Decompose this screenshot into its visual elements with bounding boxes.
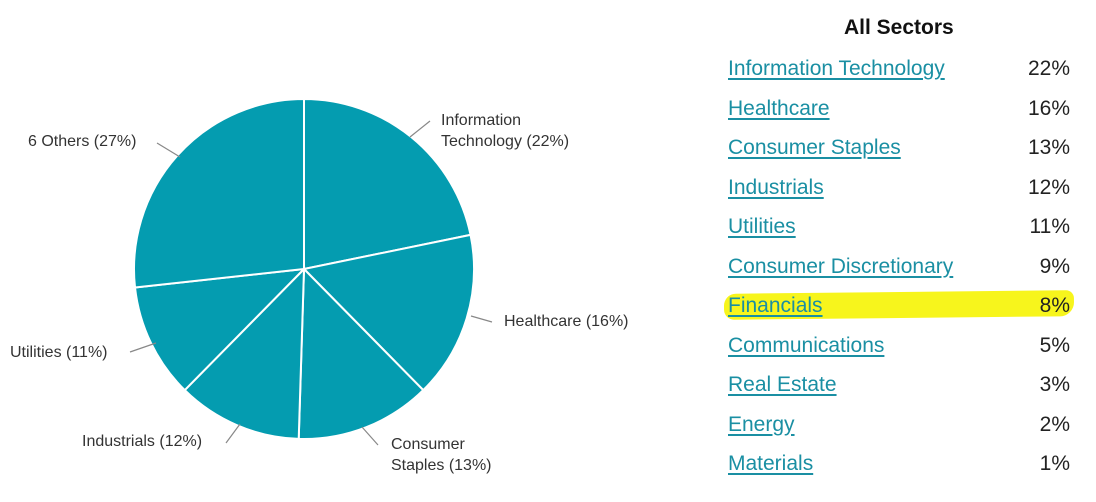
pie-leader-line-4 [129,342,157,353]
sector-row: Information Technology 22% [728,57,1070,87]
pie-slice-label-line: 6 Others (27%) [28,133,137,150]
sector-list-panel: All Sectors Information Technology 22% Hea… [700,0,1096,502]
sector-link-materials[interactable]: Materials [728,452,814,475]
pie-slice-label-2: Consumer Staples (13%) [391,434,492,476]
sector-percentage: 12% [1027,175,1070,199]
sector-percentage: 13% [1027,136,1070,159]
sector-row: Consumer Discretionary 9% [728,255,1070,285]
pie-slice-label-line: Consumer [391,436,465,453]
sector-link-financials[interactable]: Financials [728,294,823,317]
sector-percentage: 9% [1039,254,1070,278]
pie-slice-4 [133,267,307,392]
pie-slice-2 [297,266,425,440]
pie-slice-label-line: Healthcare (16%) [504,313,629,330]
pie-slice-label-3: Industrials (12%) [82,431,202,452]
pie-slice-label-4: Utilities (11%) [10,342,108,363]
pie-leader-line-3 [225,423,241,444]
sector-row: Materials 1% [728,452,1070,482]
pie-svg [129,97,493,446]
sector-link-healthcare[interactable]: Healthcare [728,96,830,120]
sector-row: Utilities 11% [728,215,1070,245]
sector-link-consumer-staples[interactable]: Consumer Staples [728,136,901,159]
sector-row: Consumer Staples 13% [728,136,1070,166]
sector-link-utilities[interactable]: Utilities [728,215,796,238]
pie-slice-label-line: Staples (13%) [391,457,492,474]
pie-slice-label-1: Healthcare (16%) [504,311,629,332]
pie-slice-label-line: Technology (22%) [441,133,570,150]
sector-row: Financials 8% [728,294,1070,324]
sector-percentage: 22% [1027,57,1070,80]
pie-slice-label-line: Utilities (11%) [10,344,108,361]
sector-link-consumer-discretionary[interactable]: Consumer Discretionary [728,254,954,278]
sector-percentage: 3% [1039,373,1070,396]
sector-percentage: 16% [1027,96,1070,120]
pie-slice-5 [133,97,305,289]
sector-percentage: 1% [1039,452,1070,475]
pie-leader-line-1 [470,315,493,323]
pie-slice-label-5: 6 Others (27%) [28,131,136,152]
pie-slice-0 [303,97,472,271]
pie-leader-line-5 [156,142,181,158]
pie-slice-label-0: Information Technology (22%) [441,110,569,152]
sector-percentage: 2% [1039,412,1070,436]
pie-leader-line-0 [409,120,431,138]
pie-slice-label-line: Information [441,112,522,129]
pie-leader-line-2 [361,426,379,446]
sector-link-communications[interactable]: Communications [728,333,885,357]
sector-link-real-estate[interactable]: Real Estate [728,373,837,396]
sector-pie-chart: Information Technology (22%) Healthcare (1… [10,97,629,476]
sector-link-industrials[interactable]: Industrials [728,175,824,199]
pie-slice-3 [183,266,306,440]
sector-percentage: 5% [1039,333,1070,357]
sector-link-energy[interactable]: Energy [728,412,795,436]
sector-row: Communications 5% [728,334,1070,364]
pie-slice-label-line: Industrials (12%) [82,433,203,450]
sector-percentage: 11% [1029,215,1070,238]
sector-row: Healthcare 16% [728,97,1070,127]
sector-list-title: All Sectors [844,16,954,39]
sector-row: Industrials 12% [728,176,1070,206]
sector-link-information-technology[interactable]: Information Technology [728,57,945,80]
sector-row: Real Estate 3% [728,373,1070,403]
pie-slice-1 [301,233,475,392]
sector-row: Energy 2% [728,413,1070,443]
sector-percentage: 8% [1039,294,1070,317]
